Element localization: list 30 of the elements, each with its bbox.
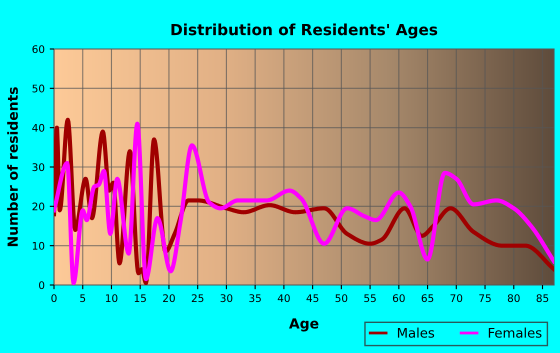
- x-tick-label: 80: [508, 294, 520, 302]
- x-tick-label: 25: [192, 294, 204, 302]
- x-tick-label: 65: [422, 294, 434, 302]
- x-tick-label: 45: [306, 294, 318, 302]
- y-tick-label: 20: [32, 202, 44, 210]
- x-tick-label: 60: [392, 294, 405, 302]
- x-tick-label: 5: [80, 294, 86, 302]
- chart-title: Distribution of Residents' Ages: [171, 24, 438, 38]
- legend-label: Males: [398, 328, 434, 338]
- y-tick-label: 10: [32, 242, 44, 250]
- y-tick-label: 60: [32, 45, 44, 54]
- y-tick-label: 50: [32, 84, 44, 92]
- y-tick-label: 0: [39, 281, 44, 290]
- x-tick-label: 55: [364, 294, 376, 302]
- x-tick-label: 85: [536, 294, 548, 302]
- x-tick-label: 40: [278, 294, 290, 302]
- x-tick-label: 75: [479, 294, 491, 302]
- x-tick-label: 70: [450, 294, 462, 302]
- x-tick-label: 50: [336, 294, 348, 302]
- y-axis-title: Number of residents: [7, 87, 18, 246]
- x-tick-label: 35: [249, 294, 261, 302]
- legend-label: Females: [488, 328, 542, 338]
- x-tick-label: 0: [51, 294, 57, 302]
- x-tick-label: 20: [163, 294, 175, 302]
- y-tick-label: 40: [32, 124, 44, 132]
- x-tick-label: 15: [134, 294, 146, 302]
- x-tick-label: 10: [106, 294, 118, 302]
- x-axis-title: Age: [289, 318, 318, 332]
- x-tick-label: 30: [220, 294, 232, 302]
- y-tick-label: 30: [32, 163, 44, 172]
